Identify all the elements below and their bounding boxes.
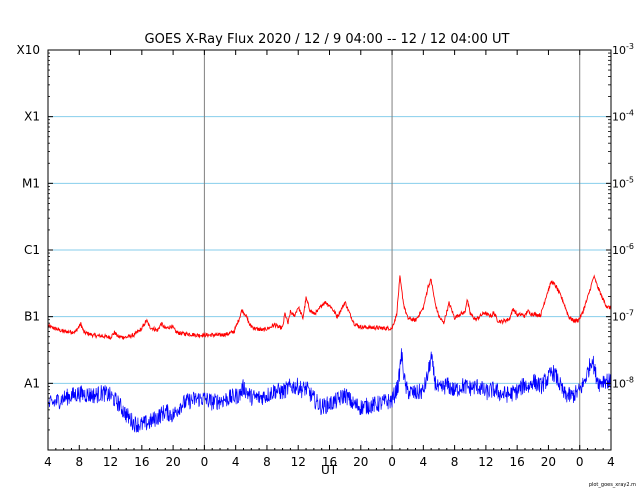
y-tick-label-left: B1: [24, 310, 40, 324]
grid-lines: [48, 116, 611, 384]
x-tick-label: 16: [134, 455, 149, 469]
y-tick-label-right: 10-6: [612, 242, 634, 257]
x-tick-label: 8: [451, 455, 459, 469]
x-tick-label: 20: [353, 455, 368, 469]
x-tick-label: 4: [232, 455, 240, 469]
x-tick-label: 0: [576, 455, 584, 469]
series-group: [47, 274, 612, 433]
y-tick-label-left: X1: [24, 110, 40, 124]
x-tick-label: 20: [541, 455, 556, 469]
x-tick-label: 4: [44, 455, 52, 469]
y-tick-label-left: M1: [22, 176, 40, 190]
series-line-blue: [47, 348, 612, 433]
y-tick-label-left: X10: [17, 43, 41, 57]
y-tick-exponent: -8: [626, 375, 634, 384]
y-tick-base: 10: [612, 244, 626, 257]
x-tick-label: 16: [322, 455, 337, 469]
y-tick-base: 10: [612, 177, 626, 190]
series-line-red: [47, 274, 612, 341]
y-tick-exponent: -4: [626, 109, 634, 118]
y-tick-exponent: -5: [626, 175, 634, 184]
y-tick-base: 10: [612, 377, 626, 390]
x-tick-label: 20: [165, 455, 180, 469]
y-tick-exponent: -7: [626, 309, 634, 318]
y-tick-base: 10: [612, 311, 626, 324]
y-tick-label-left: C1: [24, 243, 40, 257]
x-tick-label: 12: [291, 455, 306, 469]
x-tick-label: 12: [478, 455, 493, 469]
y-tick-label-right: 10-4: [612, 109, 634, 124]
chart-title: GOES X-Ray Flux 2020 / 12 / 9 04:00 -- 1…: [145, 32, 510, 47]
y-tick-label-right: 10-7: [612, 309, 634, 324]
y-tick-base: 10: [612, 44, 626, 57]
x-tick-label: 12: [103, 455, 118, 469]
x-tick-label: 8: [75, 455, 83, 469]
x-tick-label: 0: [201, 455, 209, 469]
x-axis-label: UT: [321, 463, 338, 477]
x-tick-label: 4: [607, 455, 615, 469]
y-tick-label-right: 10-5: [612, 175, 634, 190]
y-tick-label-left: A1: [24, 376, 40, 390]
x-tick-label: 8: [263, 455, 271, 469]
day-boundary-lines: [203, 50, 581, 450]
y-tick-exponent: -6: [626, 242, 634, 251]
footer-credit: plot_goes_xray2.m: [589, 482, 636, 488]
y-tick-label-right: 10-8: [612, 375, 634, 390]
y-tick-base: 10: [612, 111, 626, 124]
x-axis-ticks: 4 8 12 16 20 0 4 8 12 16 20 0 4 8 12 16 20 0 4: [44, 50, 615, 469]
y-tick-label-right: 10-3: [612, 42, 634, 57]
x-tick-label: 0: [388, 455, 396, 469]
x-tick-label: 4: [420, 455, 428, 469]
x-tick-label: 16: [510, 455, 525, 469]
y-tick-exponent: -3: [626, 42, 634, 51]
